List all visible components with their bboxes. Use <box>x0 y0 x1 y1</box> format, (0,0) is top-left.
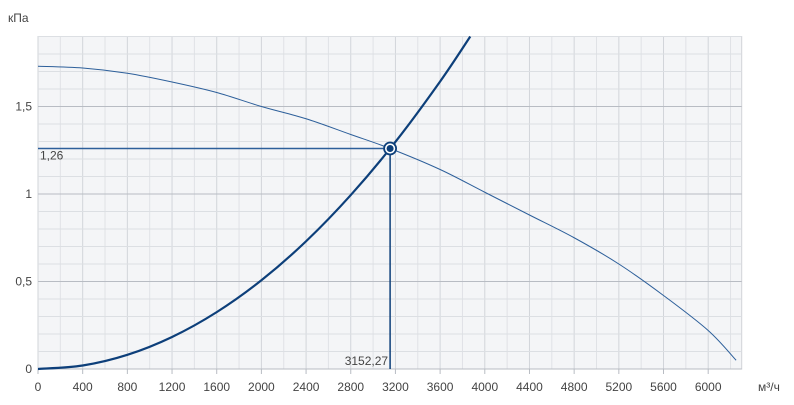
x-tick-label: 4800 <box>561 380 588 394</box>
system-curve <box>37 35 472 371</box>
operating-point-x-label: 3152,27 <box>345 354 389 368</box>
y-tick-label: 1 <box>25 187 32 201</box>
x-tick-label: 5200 <box>605 380 632 394</box>
x-tick-label: 3600 <box>427 380 454 394</box>
operating-point-dot <box>386 145 394 152</box>
y-tick-label: 0,5 <box>15 275 32 289</box>
y-axis-label: кПа <box>8 11 29 25</box>
x-tick-label: 5600 <box>650 380 677 394</box>
x-tick-label: 800 <box>117 380 137 394</box>
y-tick-label: 0 <box>25 362 32 376</box>
x-tick-label: 1600 <box>203 380 230 394</box>
series <box>37 35 737 371</box>
x-tick-label: 400 <box>73 380 93 394</box>
x-tick-label: 0 <box>35 380 42 394</box>
x-tick-label: 2400 <box>293 380 320 394</box>
x-tick-label: 4000 <box>471 380 498 394</box>
x-axis-label: м³/ч <box>758 380 780 394</box>
x-tick-label: 6000 <box>695 380 722 394</box>
y-tick-label: 1,5 <box>15 100 32 114</box>
x-tick-label: 4400 <box>516 380 543 394</box>
x-tick-label: 1200 <box>159 380 186 394</box>
ticks: 0 400 800 1200 1600 2000 2400 2800 3200 3600 4000 4… <box>15 100 722 395</box>
x-tick-label: 3200 <box>382 380 409 394</box>
x-tick-label: 2800 <box>337 380 364 394</box>
x-tick-label: 2000 <box>248 380 275 394</box>
operating-point-y-label: 1,26 <box>40 149 64 163</box>
